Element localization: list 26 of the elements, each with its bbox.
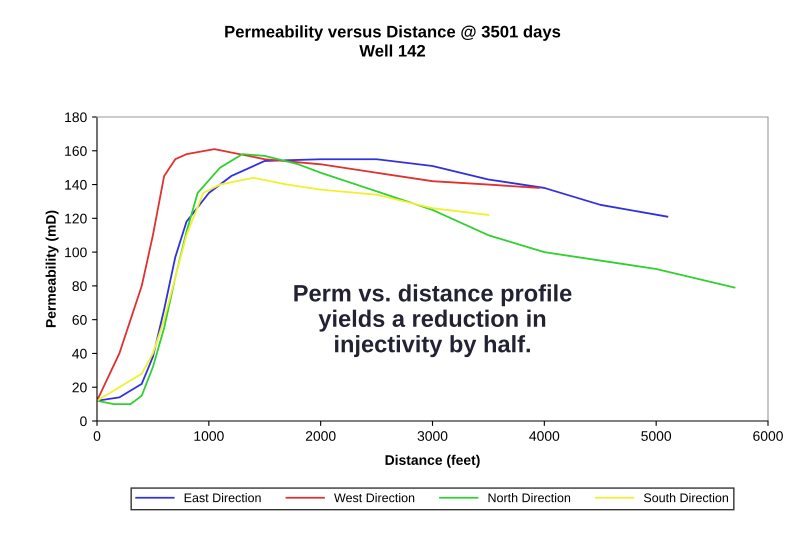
- legend-label: North Direction: [488, 493, 570, 502]
- chart-title: Permeability versus Distance @ 3501 days: [225, 25, 560, 41]
- y-tick-label: 60: [72, 315, 87, 325]
- y-tick-label: 160: [65, 146, 87, 156]
- x-tick-label: 4000: [529, 431, 560, 441]
- legend-label: West Direction: [334, 493, 414, 502]
- y-tick-label: 100: [65, 247, 87, 258]
- y-axis-title: Permeability (mD): [46, 210, 59, 328]
- legend-label: South Direction: [644, 493, 728, 502]
- x-tick-label: 3000: [418, 431, 448, 441]
- y-tick-label: 40: [72, 348, 87, 359]
- y-tick-label: 120: [65, 214, 87, 224]
- x-tick-label: 6000: [753, 431, 783, 441]
- chart-subtitle: Well 142: [359, 44, 426, 57]
- x-tick-label: 0: [94, 431, 100, 441]
- y-tick-label: 80: [72, 281, 87, 292]
- x-tick-label: 1000: [194, 431, 224, 441]
- y-tick-label: 140: [65, 180, 87, 190]
- annotation: Perm vs. distance profile yields a reduction in injectivity by half.: [294, 284, 572, 358]
- x-tick-label: 5000: [641, 431, 672, 441]
- y-tick-label: 0: [80, 416, 87, 426]
- y-tick-label: 20: [72, 382, 87, 392]
- y-tick-label: 180: [65, 112, 87, 122]
- x-axis-title: Distance (feet): [386, 454, 480, 468]
- legend-label: East Direction: [184, 493, 261, 502]
- x-tick-label: 2000: [306, 431, 336, 441]
